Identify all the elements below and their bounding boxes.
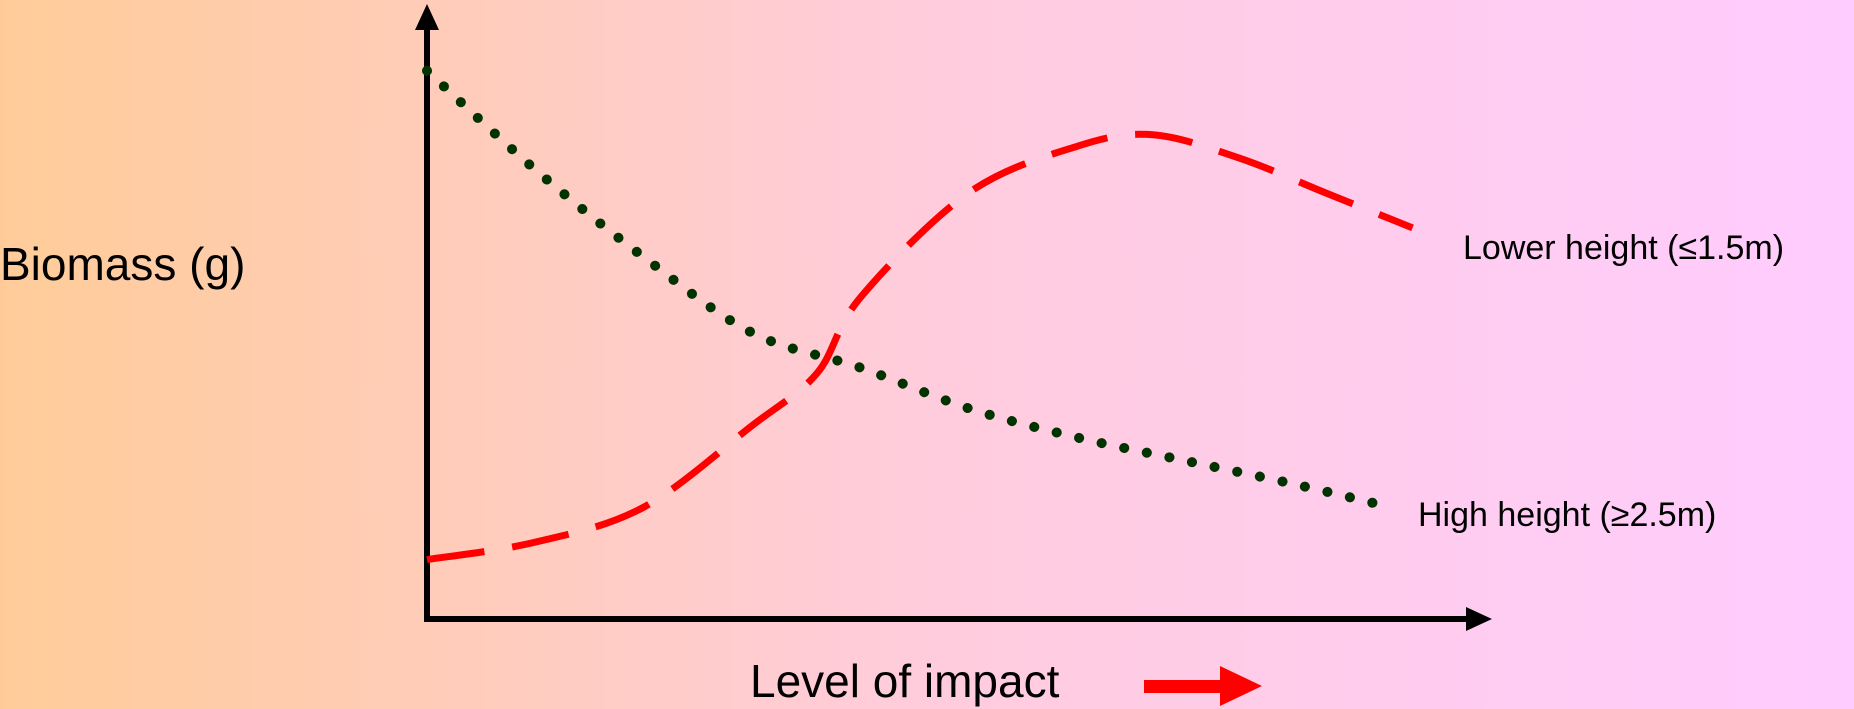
y-axis-arrowhead bbox=[415, 4, 439, 30]
series-line-lower-height bbox=[426, 130, 1414, 564]
right-arrow-icon bbox=[1144, 666, 1262, 706]
y-axis-label: Biomass (g) bbox=[0, 238, 245, 290]
series-line-high-height bbox=[422, 65, 1396, 513]
series-label-high-height: High height (≥2.5m) bbox=[1418, 496, 1716, 534]
x-axis-arrowhead bbox=[1466, 607, 1492, 631]
series-layer bbox=[422, 65, 1414, 564]
x-axis-label: Level of impact bbox=[750, 655, 1060, 707]
series-label-lower-height: Lower height (≤1.5m) bbox=[1463, 229, 1784, 267]
